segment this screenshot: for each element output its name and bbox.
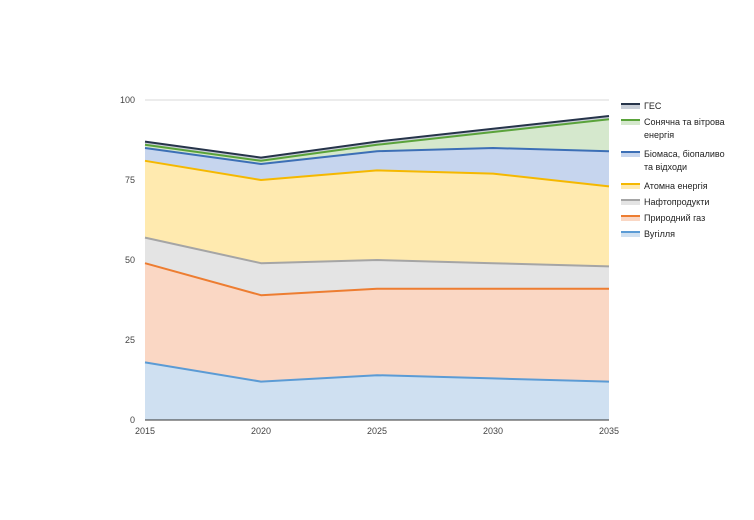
- series-line: [144, 118, 610, 162]
- y-tick-label: 50: [125, 255, 135, 265]
- legend-swatch-fill: [621, 231, 640, 237]
- legend-item: Сонячна та вітрова енергія: [621, 117, 725, 140]
- plot-area: [144, 115, 610, 420]
- legend-label: Біомаса, біопаливо та відходи: [644, 149, 725, 172]
- legend-swatch-fill: [621, 183, 640, 189]
- legend-label: ГЕС: [644, 101, 662, 111]
- x-tick-label: 2030: [483, 426, 503, 436]
- y-tick-label: 0: [130, 415, 135, 425]
- legend-label: Природний газ: [644, 213, 705, 223]
- x-tick-label: 2025: [367, 426, 387, 436]
- x-tick-label: 2020: [251, 426, 271, 436]
- area-fill: [145, 160, 609, 267]
- legend-label: Нафтопродукти: [644, 197, 709, 207]
- legend-label: Сонячна та вітрова енергія: [644, 117, 725, 140]
- legend-item: ГЕС: [621, 101, 662, 111]
- legend-swatch-fill: [621, 103, 640, 109]
- legend-swatch-fill: [621, 119, 640, 125]
- area-fill: [145, 119, 609, 164]
- legend-item: Вугілля: [621, 229, 675, 239]
- series-line: [144, 262, 609, 297]
- area-fill: [145, 237, 609, 296]
- area-fill: [145, 148, 609, 187]
- legend-item: Нафтопродукти: [621, 197, 709, 207]
- y-tick-label: 75: [125, 175, 135, 185]
- legend-swatch-fill: [621, 215, 640, 221]
- series-line: [144, 236, 610, 268]
- legend-item: Природний газ: [621, 213, 705, 223]
- series-line: [144, 115, 610, 159]
- y-tick-label: 100: [120, 95, 135, 105]
- area-fill: [145, 362, 609, 420]
- legend-item: Атомна енергія: [621, 181, 708, 191]
- legend-label: Атомна енергія: [644, 181, 708, 191]
- legend-swatch-fill: [621, 199, 640, 205]
- x-tick-label: 2015: [135, 426, 155, 436]
- y-tick-label: 25: [125, 335, 135, 345]
- x-tick-label: 2035: [599, 426, 619, 436]
- series-line: [144, 361, 610, 383]
- series-line: [144, 159, 610, 188]
- axes: 0 25 50 75 100 2015 2020 2025 2030 2035: [120, 95, 619, 436]
- area-fill: [145, 263, 609, 382]
- legend-label: Вугілля: [644, 229, 675, 239]
- legend-swatch-fill: [621, 151, 640, 157]
- series-line: [144, 147, 610, 165]
- legend-item: Біомаса, біопаливо та відходи: [621, 149, 725, 172]
- legend: ГЕС Сонячна та вітрова енергія Біомаса, біо…: [621, 101, 725, 239]
